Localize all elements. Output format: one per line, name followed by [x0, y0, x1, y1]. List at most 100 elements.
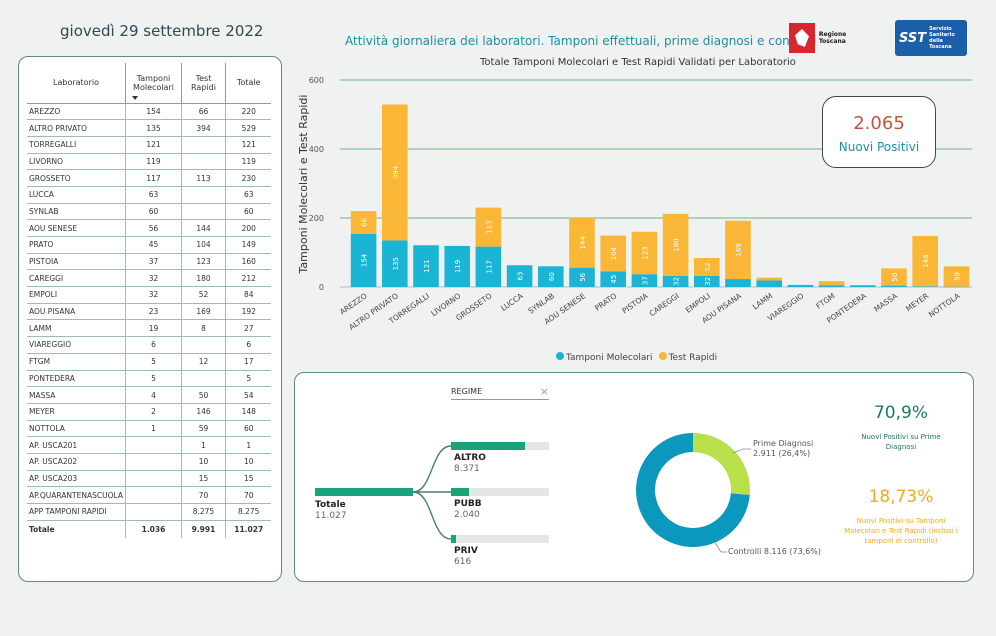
bar-molecolari[interactable] [350, 233, 377, 287]
legend-item-rapidi[interactable]: Test Rapidi [658, 352, 717, 363]
bar-molecolari[interactable] [600, 271, 626, 287]
regime-filter[interactable]: REGIME × [451, 385, 549, 400]
cell-tamponi-molecolari: 119 [125, 153, 182, 171]
tree-node-bar-pubb[interactable] [451, 488, 549, 496]
bar-molecolari[interactable] [662, 275, 689, 287]
table-row[interactable]: AP. USCA201 1 1 [27, 436, 272, 454]
bar-rapidi[interactable] [662, 213, 689, 276]
table-row[interactable]: TORREGALLI 121 121 [27, 136, 272, 154]
bar-molecolari[interactable] [631, 274, 658, 287]
cell-totale: 10 [225, 453, 272, 471]
bar-rapidi[interactable] [475, 207, 502, 247]
tree-node-label-priv: PRIV [454, 546, 478, 556]
column-header-laboratorio[interactable]: Laboratorio [27, 63, 126, 104]
bar-molecolari[interactable] [787, 284, 814, 287]
tree-node-bar-priv[interactable] [451, 535, 549, 543]
column-header-test-rapidi[interactable]: Test Rapidi [181, 63, 226, 104]
cell-test-rapidi: 144 [181, 219, 226, 237]
bar-rapidi[interactable] [694, 258, 720, 276]
table-row[interactable]: AOU PISANA 23 169 192 [27, 303, 272, 321]
donut-label-prime-diagnosi: Prime Diagnosi 2.911 (26,4%) [753, 439, 813, 459]
bar-molecolari[interactable] [725, 279, 751, 287]
bar-molecolari[interactable] [569, 267, 595, 287]
table-row[interactable]: VIAREGGIO 6 6 [27, 336, 272, 354]
legend-dot-icon [658, 352, 667, 360]
legend-item-molecolari[interactable]: Tamponi Molecolari [556, 352, 653, 363]
bar-data-label: 117 [485, 260, 493, 273]
bar-rapidi[interactable] [912, 235, 938, 287]
table-row[interactable]: ALTRO PRIVATO 135 394 529 [27, 119, 272, 137]
bar-rapidi[interactable] [818, 281, 845, 286]
cell-laboratorio: MEYER [27, 403, 126, 421]
bar-molecolari[interactable] [506, 265, 533, 287]
table-row[interactable]: AP.QUARANTENASCUOLA 70 70 [27, 486, 272, 504]
column-header-totale[interactable]: Totale [225, 63, 272, 104]
column-header-tamponi-molecolari[interactable]: Tamponi Molecolari [125, 63, 182, 104]
bar-rapidi[interactable] [631, 231, 658, 275]
cell-test-rapidi [181, 336, 226, 354]
bar-molecolari[interactable] [538, 266, 564, 287]
cell-laboratorio: AP. USCA203 [27, 470, 126, 488]
cell-laboratorio: AREZZO [27, 103, 126, 121]
table-row[interactable]: LUCCA 63 63 [27, 186, 272, 204]
bar-rapidi[interactable] [725, 220, 751, 280]
bar-molecolari[interactable] [850, 285, 876, 287]
donut-slice-controlli[interactable] [636, 433, 750, 547]
tree-node-bar-fill [451, 535, 457, 543]
tree-root-bar[interactable] [315, 488, 413, 496]
donut-slice-prime-diagnosi[interactable] [693, 433, 750, 496]
table-row[interactable]: PISTOIA 37 123 160 [27, 253, 272, 271]
table-row[interactable]: AP. USCA203 15 15 [27, 470, 272, 488]
table-row[interactable]: PRATO 45 104 149 [27, 236, 272, 254]
bar-rapidi[interactable] [569, 218, 595, 268]
total-test-rapidi: 9.991 [181, 520, 226, 539]
regione-toscana-logo-text: Regione Toscana [818, 31, 847, 45]
cell-laboratorio: NOTTOLA [27, 420, 126, 438]
sst-logo-text: Servizio Sanitario della Toscana [929, 26, 955, 50]
table-row[interactable]: MEYER 2 146 148 [27, 403, 272, 421]
cell-laboratorio: MASSA [27, 386, 126, 404]
table-row[interactable]: SYNLAB 60 60 [27, 203, 272, 221]
x-tick-label: PISTOIA [620, 291, 650, 316]
bar-molecolari[interactable] [694, 275, 720, 287]
tree-root-bar-fill [315, 488, 413, 496]
bar-rapidi[interactable] [382, 104, 408, 241]
cell-laboratorio: CAREGGI [27, 269, 126, 288]
bar-molecolari[interactable] [475, 246, 502, 287]
bar-molecolari[interactable] [943, 286, 970, 288]
cell-tamponi-molecolari: 37 [125, 253, 182, 271]
table-row[interactable]: PONTEDERA 5 5 [27, 370, 272, 388]
table-row[interactable]: EMPOLI 32 52 84 [27, 286, 272, 304]
bar-molecolari[interactable] [912, 286, 938, 287]
bar-rapidi[interactable] [881, 268, 907, 286]
table-row[interactable]: LIVORNO 119 119 [27, 153, 272, 171]
clear-filter-icon[interactable]: × [539, 385, 549, 398]
table-row[interactable]: APP TAMPONI RAPIDI 8.275 8.275 [27, 503, 272, 521]
table-row[interactable]: AP. USCA202 10 10 [27, 453, 272, 471]
y-tick-label: 0 [319, 283, 324, 292]
cell-totale: 17 [225, 353, 272, 371]
table-row[interactable]: CAREGGI 32 180 212 [27, 269, 272, 288]
table-row[interactable]: AREZZO 154 66 220 [27, 103, 272, 121]
bar-rapidi[interactable] [600, 235, 626, 272]
bar-rapidi[interactable] [943, 266, 970, 287]
bar-molecolari[interactable] [818, 285, 845, 287]
bar-molecolari[interactable] [382, 240, 408, 287]
table-row[interactable]: AOU SENESE 56 144 200 [27, 219, 272, 237]
bar-rapidi[interactable] [350, 211, 377, 234]
bar-molecolari[interactable] [756, 280, 782, 287]
kpi-nuovi-positivi-card: 2.065 Nuovi Positivi [822, 96, 936, 168]
bar-rapidi[interactable] [756, 277, 782, 281]
table-row[interactable]: FTGM 5 12 17 [27, 353, 272, 371]
cell-tamponi-molecolari: 6 [125, 336, 182, 354]
y-tick-label: 400 [309, 145, 324, 154]
bar-molecolari[interactable] [444, 245, 470, 287]
table-row[interactable]: NOTTOLA 1 59 60 [27, 420, 272, 438]
table-row[interactable]: LAMM 19 8 27 [27, 319, 272, 338]
table-row[interactable]: GROSSETO 117 113 230 [27, 169, 272, 187]
tree-node-bar-altro[interactable] [451, 442, 549, 450]
x-tick-label: MASSA [872, 291, 899, 314]
bar-molecolari[interactable] [881, 285, 907, 287]
table-row[interactable]: MASSA 4 50 54 [27, 386, 272, 404]
bar-molecolari[interactable] [413, 245, 439, 287]
